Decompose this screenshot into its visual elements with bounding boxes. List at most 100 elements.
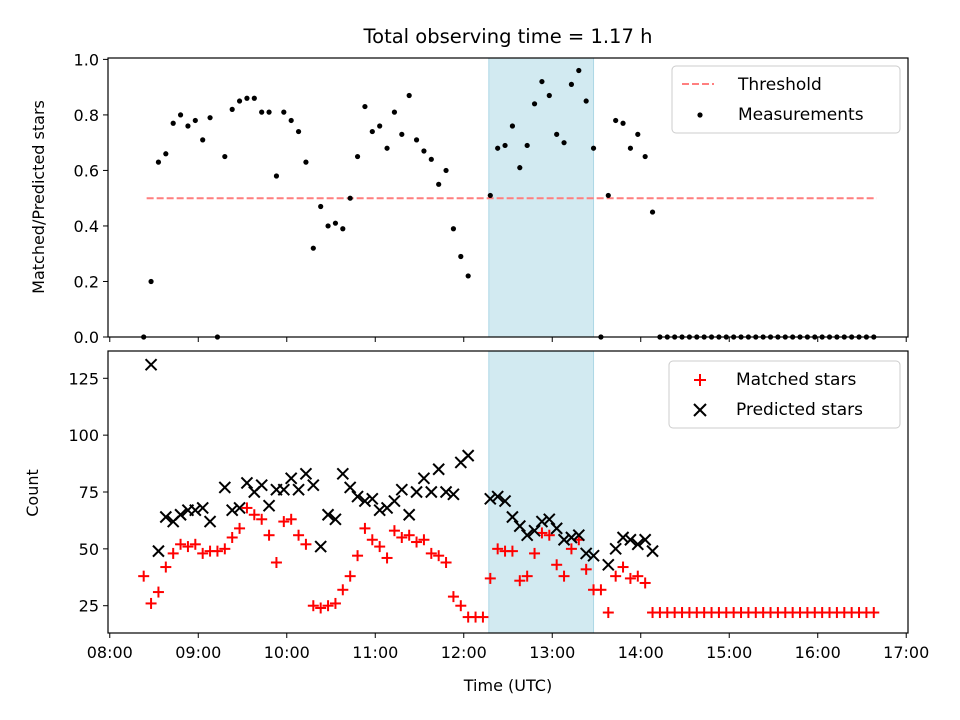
predicted-star-point <box>498 494 512 508</box>
matched-star-point <box>145 597 157 609</box>
predicted-star-point <box>218 481 232 494</box>
matched-star-point <box>226 531 238 543</box>
matched-star-point <box>256 513 268 525</box>
measurement-point <box>177 112 184 118</box>
predicted-star-point <box>358 494 372 508</box>
matched-star-point <box>418 534 430 546</box>
measurement-point <box>207 115 213 121</box>
predicted-star-point <box>366 492 379 506</box>
bottom-ytick-label: 50 <box>79 540 99 559</box>
measurement-point <box>561 140 567 146</box>
measurement-point <box>465 273 471 279</box>
predicted-star-point <box>388 494 401 508</box>
matched-star-point <box>167 547 179 559</box>
measurement-point <box>531 101 538 107</box>
bottom-ytick-label: 25 <box>79 597 99 616</box>
top-ytick-label: 0.8 <box>74 106 99 125</box>
bottom-plot-shade-layer <box>488 350 595 634</box>
measurement-point <box>546 92 552 99</box>
legend-matched-swatch <box>694 374 706 386</box>
predicted-star-point <box>579 547 593 560</box>
predicted-star-point <box>240 476 254 490</box>
predicted-star-point <box>439 485 453 499</box>
predicted-star-point <box>602 558 615 571</box>
bottom-xtick-label: 12:00 <box>441 643 487 662</box>
predicted-star-point <box>395 483 409 496</box>
matched-star-point <box>868 607 880 619</box>
bottom-xtick-label: 10:00 <box>264 643 310 662</box>
matched-star-point <box>300 538 312 550</box>
measurement-point <box>310 245 316 251</box>
predicted-star-point <box>174 508 187 521</box>
matched-star-point <box>337 584 349 596</box>
predicted-star-point <box>152 544 165 558</box>
legend-threshold-label: Threshold <box>737 75 822 95</box>
measurement-point <box>259 109 265 115</box>
predicted-star-point <box>491 490 504 503</box>
bottom-xtick-label: 11:00 <box>352 643 398 662</box>
bottom-xtick-label: 14:00 <box>618 643 664 662</box>
predicted-star-point <box>616 531 630 544</box>
matched-star-point <box>374 541 386 553</box>
matched-star-point <box>270 557 282 568</box>
predicted-star-point <box>196 501 209 515</box>
measurement-point <box>295 128 302 135</box>
measurement-point <box>642 153 648 160</box>
predicted-star-point <box>631 538 645 551</box>
measurement-point <box>443 167 449 174</box>
matched-star-point <box>315 602 327 614</box>
measurement-point <box>583 98 589 104</box>
bottom-plot: 08:00 09:00 10:00 11:00 12:00 13:00 14:00 15:00… <box>23 350 929 695</box>
measurement-point <box>325 223 331 229</box>
measurement-point <box>495 145 501 151</box>
top-legend-box <box>671 65 901 134</box>
matched-star-point <box>396 531 408 543</box>
top-ytick-label: 1.0 <box>74 50 99 69</box>
measurement-point <box>524 142 530 149</box>
measurement-point <box>384 145 390 151</box>
measurement-point <box>340 226 346 232</box>
matched-star-point <box>234 522 246 534</box>
bottom-legend: Matched stars Predicted stars <box>668 360 901 429</box>
predicted-star-point <box>447 488 460 501</box>
matched-star-point <box>440 557 452 568</box>
predicted-star-point <box>307 478 320 492</box>
measurement-point <box>200 137 206 143</box>
top-ytick-label: 0.6 <box>74 161 99 180</box>
matched-star-point <box>551 559 563 571</box>
bottom-xtick-label: 15:00 <box>706 643 752 662</box>
predicted-star-point <box>520 529 534 542</box>
predicted-star-point <box>557 533 571 546</box>
matched-star-point <box>352 550 364 562</box>
measurement-point <box>332 220 339 226</box>
predicted-star-point <box>277 483 291 496</box>
matched-star-point <box>521 570 533 582</box>
measurement-point <box>222 153 228 160</box>
matched-star-point <box>160 561 172 573</box>
matched-star-point <box>492 543 504 555</box>
matched-star-point <box>425 547 437 559</box>
measurement-point <box>450 226 457 232</box>
matched-star-point <box>152 586 164 598</box>
matched-star-point <box>565 543 577 555</box>
matched-star-point <box>293 529 305 541</box>
matched-star-point <box>477 611 489 623</box>
predicted-star-point <box>432 463 445 476</box>
measurement-point <box>170 120 176 126</box>
predicted-star-point <box>144 358 158 371</box>
bottom-ytick-label: 100 <box>68 426 99 445</box>
matched-star-point <box>617 561 629 573</box>
measurement-point <box>273 173 280 179</box>
matched-star-point <box>484 572 496 584</box>
predicted-star-point <box>410 485 423 499</box>
bottom-ytick-label: 75 <box>79 483 99 502</box>
matched-star-point <box>403 529 415 541</box>
matched-star-point <box>388 525 400 537</box>
measurement-point <box>163 151 169 157</box>
matched-star-point <box>433 550 445 562</box>
measurement-point <box>458 253 464 260</box>
predicted-star-point <box>314 540 327 553</box>
predicted-star-point <box>225 503 239 517</box>
matched-star-point <box>602 607 614 619</box>
legend-predicted-label: Predicted stars <box>736 400 863 420</box>
